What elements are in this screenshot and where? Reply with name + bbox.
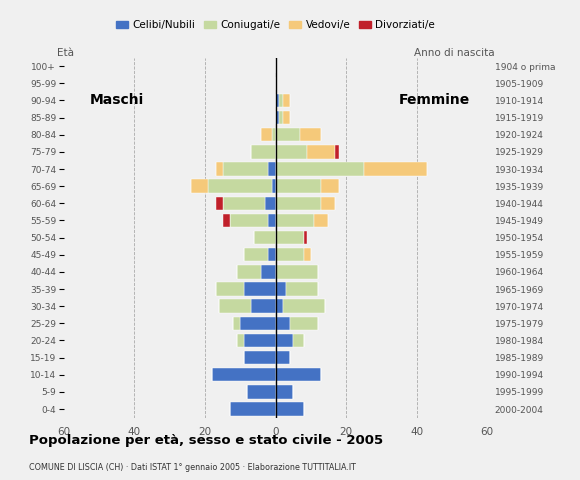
Bar xyxy=(208,180,272,193)
Bar xyxy=(335,145,339,158)
Bar xyxy=(276,265,318,278)
Bar xyxy=(223,162,269,176)
Bar xyxy=(364,162,427,176)
Bar xyxy=(276,385,293,398)
Bar xyxy=(223,197,265,210)
Bar xyxy=(240,317,276,330)
Bar xyxy=(269,162,276,176)
Bar xyxy=(237,265,262,278)
Bar xyxy=(276,282,286,296)
Bar xyxy=(251,300,276,313)
Bar xyxy=(269,214,276,227)
Bar xyxy=(276,214,314,227)
Bar xyxy=(282,300,325,313)
Bar xyxy=(304,231,307,244)
Bar xyxy=(247,385,276,398)
Bar xyxy=(276,180,321,193)
Bar xyxy=(191,180,208,193)
Bar xyxy=(300,128,321,142)
Bar xyxy=(276,145,307,158)
Bar xyxy=(223,214,230,227)
Bar xyxy=(272,180,276,193)
Text: Femmine: Femmine xyxy=(398,94,470,108)
Bar xyxy=(276,231,304,244)
Text: Maschi: Maschi xyxy=(89,94,144,108)
Bar xyxy=(276,300,282,313)
Bar xyxy=(262,265,275,278)
Bar xyxy=(276,162,364,176)
Bar xyxy=(293,334,304,347)
Bar xyxy=(237,334,244,347)
Bar xyxy=(272,128,276,142)
Bar xyxy=(244,351,276,364)
Bar xyxy=(276,94,279,107)
Bar xyxy=(276,351,289,364)
Bar xyxy=(276,334,293,347)
Bar xyxy=(276,197,321,210)
Legend: Celibi/Nubili, Coniugati/e, Vedovi/e, Divorziati/e: Celibi/Nubili, Coniugati/e, Vedovi/e, Di… xyxy=(112,16,439,35)
Bar xyxy=(230,214,269,227)
Bar xyxy=(216,197,223,210)
Bar xyxy=(216,282,244,296)
Bar xyxy=(279,94,282,107)
Bar xyxy=(321,180,339,193)
Bar xyxy=(321,197,335,210)
Bar xyxy=(269,248,276,262)
Bar xyxy=(304,248,311,262)
Bar xyxy=(233,317,240,330)
Bar xyxy=(276,317,289,330)
Bar xyxy=(254,231,276,244)
Bar xyxy=(244,334,276,347)
Bar xyxy=(276,402,304,416)
Bar xyxy=(314,214,328,227)
Bar xyxy=(279,111,282,124)
Bar xyxy=(276,128,300,142)
Bar xyxy=(276,111,279,124)
Bar xyxy=(251,145,276,158)
Bar xyxy=(307,145,335,158)
Bar xyxy=(276,248,304,262)
Bar xyxy=(219,300,251,313)
Text: Popolazione per età, sesso e stato civile - 2005: Popolazione per età, sesso e stato civil… xyxy=(29,434,383,447)
Bar xyxy=(230,402,276,416)
Bar xyxy=(286,282,318,296)
Bar xyxy=(276,368,321,382)
Text: COMUNE DI LISCIA (CH) · Dati ISTAT 1° gennaio 2005 · Elaborazione TUTTITALIA.IT: COMUNE DI LISCIA (CH) · Dati ISTAT 1° ge… xyxy=(29,463,356,472)
Bar xyxy=(289,317,318,330)
Text: Anno di nascita: Anno di nascita xyxy=(414,48,494,58)
Bar xyxy=(282,94,289,107)
Bar xyxy=(262,128,272,142)
Bar xyxy=(216,162,223,176)
Text: Età: Età xyxy=(57,48,74,58)
Bar xyxy=(282,111,289,124)
Bar xyxy=(212,368,276,382)
Bar xyxy=(244,248,269,262)
Bar xyxy=(244,282,276,296)
Bar xyxy=(265,197,276,210)
